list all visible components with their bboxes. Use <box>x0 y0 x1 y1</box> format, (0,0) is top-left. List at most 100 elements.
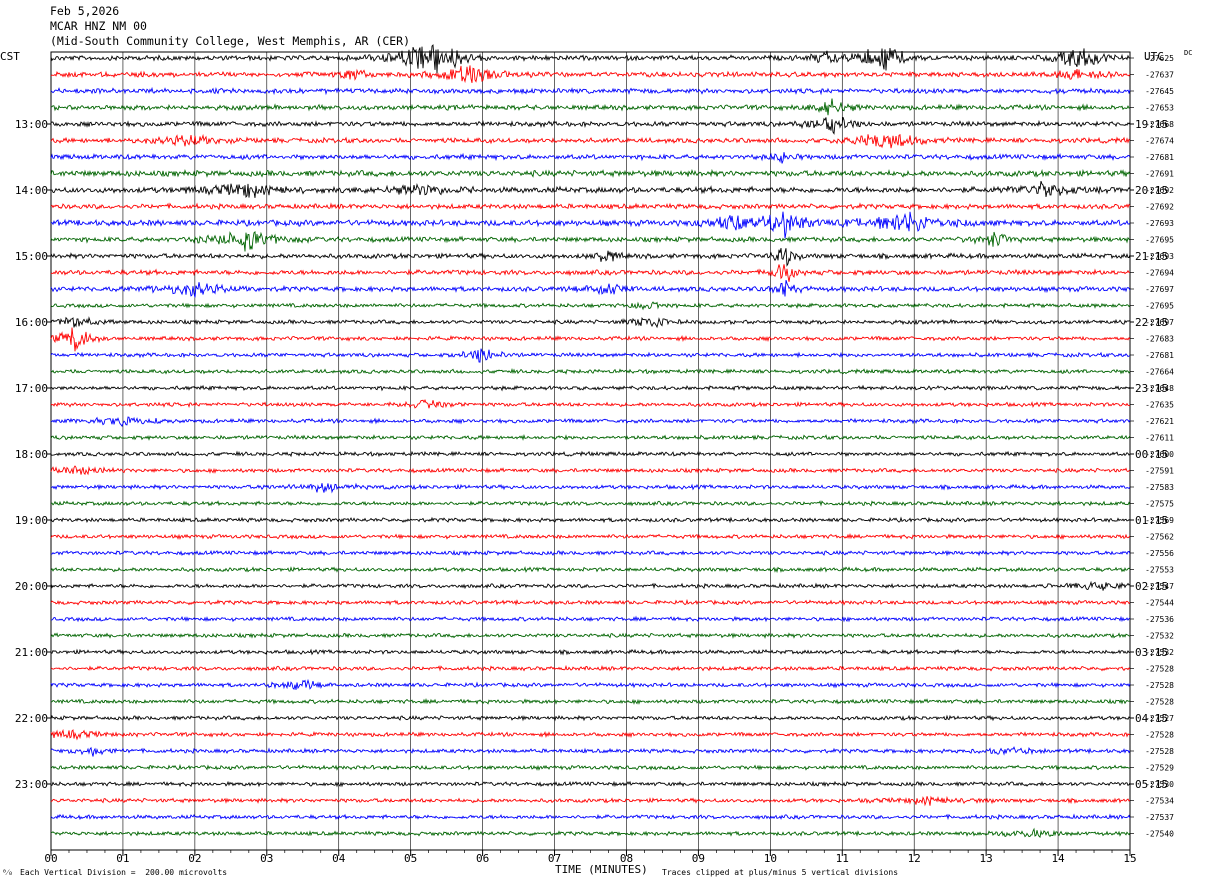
trace-line <box>51 549 1131 557</box>
x-tick-label: 13 <box>980 852 993 865</box>
right-hour-label: 03:15 <box>1135 646 1168 659</box>
trace-line <box>50 133 1131 149</box>
date-label: Feb 5,2026 <box>50 4 120 18</box>
trace-line <box>50 827 1131 838</box>
dc-offset-label: -27653 <box>1145 104 1174 113</box>
dc-offset-label: -27528 <box>1145 665 1174 674</box>
corner-mark: ⁰⁄₀ <box>2 868 13 877</box>
right-hour-label: 05:15 <box>1135 778 1168 791</box>
trace-line <box>50 566 1131 574</box>
trace-line <box>50 450 1131 458</box>
dc-offset-label: -27528 <box>1145 747 1174 756</box>
dc-offset-label: -27645 <box>1145 87 1174 96</box>
left-hour-label: 22:00 <box>15 712 48 725</box>
dc-offset-label: -27692 <box>1145 203 1174 212</box>
left-timezone-label: CST <box>0 50 20 63</box>
trace-line <box>50 44 1131 74</box>
right-hour-label: 22:15 <box>1135 316 1168 329</box>
x-tick-label: 03 <box>260 852 273 865</box>
trace-line <box>50 763 1131 771</box>
dc-label: DC <box>1184 49 1193 57</box>
trace-line <box>50 728 1131 741</box>
left-hour-label: 19:00 <box>15 514 48 527</box>
left-hour-label: 17:00 <box>15 382 48 395</box>
trace-line <box>50 368 1131 375</box>
trace-line <box>50 86 1131 96</box>
dc-offset-label: -27695 <box>1145 302 1174 311</box>
trace-line <box>50 384 1131 392</box>
dc-offset-label: -27681 <box>1145 351 1174 360</box>
station-label: MCAR HNZ NM 00 <box>50 19 147 33</box>
trace-line <box>50 714 1131 722</box>
dc-offset-label: -27534 <box>1145 797 1174 806</box>
dc-offset-label: -27621 <box>1145 417 1174 426</box>
trace-line <box>51 780 1131 788</box>
trace-line <box>50 678 1131 690</box>
dc-offset-label: -27695 <box>1145 236 1174 245</box>
dc-offset-label: -27536 <box>1145 615 1174 624</box>
trace-line <box>50 580 1131 591</box>
scale-note: Each Vertical Division = 200.00 microvol… <box>20 868 228 877</box>
dc-offset-label: -27635 <box>1145 401 1174 410</box>
trace-line <box>50 348 1131 363</box>
dc-offset-label: -27530 <box>1145 780 1174 789</box>
dc-offset-label: -27664 <box>1145 368 1174 377</box>
trace-line <box>50 499 1131 507</box>
x-tick-label: 01 <box>116 852 129 865</box>
dc-offset-label: -27527 <box>1145 714 1174 723</box>
dc-offset-label: -27569 <box>1145 516 1174 525</box>
dc-offset-label: -27674 <box>1145 137 1174 146</box>
x-tick-label: 09 <box>692 852 705 865</box>
location-label: (Mid-South Community College, West Memph… <box>50 34 411 48</box>
trace-line <box>50 202 1131 211</box>
trace-line <box>50 615 1131 623</box>
x-tick-label: 02 <box>188 852 201 865</box>
trace-line <box>50 231 1131 252</box>
dc-offset-label: -27693 <box>1145 219 1174 228</box>
dc-offset-label: -27611 <box>1145 434 1174 443</box>
dc-offset-label: -27600 <box>1145 450 1174 459</box>
trace-line <box>50 168 1131 178</box>
trace-line <box>50 746 1131 757</box>
dc-offset-label: -27553 <box>1145 566 1174 575</box>
dc-offset-label: -27691 <box>1145 170 1174 179</box>
right-hour-label: 04:15 <box>1135 712 1168 725</box>
trace-line <box>50 664 1131 672</box>
left-hour-label: 21:00 <box>15 646 48 659</box>
trace-line <box>50 416 1131 428</box>
dc-offset-label: -27528 <box>1145 731 1174 740</box>
trace-line <box>50 316 1131 329</box>
dc-offset-label: -27556 <box>1145 549 1174 558</box>
dc-offset-label: -27562 <box>1145 533 1174 542</box>
right-hour-label: 19:15 <box>1135 118 1168 131</box>
dc-offset-label: -27583 <box>1145 483 1174 492</box>
dc-offset-label: -27528 <box>1145 698 1174 707</box>
dc-offset-label: -27683 <box>1145 335 1174 344</box>
x-axis-title: TIME (MINUTES) <box>555 863 648 876</box>
trace-line <box>50 180 1131 198</box>
dc-offset-label: -27529 <box>1145 764 1174 773</box>
dc-offset-label: -27668 <box>1145 120 1174 129</box>
dc-offset-label: -27544 <box>1145 599 1174 608</box>
dc-offset-label: -27648 <box>1145 384 1174 393</box>
x-tick-label: 08 <box>620 852 633 865</box>
trace-line <box>50 98 1131 116</box>
trace-line <box>50 532 1131 540</box>
x-tick-label: 11 <box>836 852 849 865</box>
x-tick-label: 10 <box>764 852 777 865</box>
trace-line <box>50 813 1131 821</box>
dc-offset-label: -27693 <box>1145 252 1174 261</box>
x-tick-label: 04 <box>332 852 346 865</box>
trace-line <box>50 65 1131 84</box>
trace-line <box>50 465 1131 476</box>
right-hour-label: 21:15 <box>1135 250 1168 263</box>
trace-line <box>50 116 1131 135</box>
dc-offset-label: -27591 <box>1145 467 1174 476</box>
trace-line <box>50 795 1131 807</box>
right-hour-label: 23:15 <box>1135 382 1168 395</box>
trace-line <box>50 433 1131 441</box>
x-tick-label: 15 <box>1123 852 1136 865</box>
dc-offset-label: -27681 <box>1145 153 1174 162</box>
dc-offset-label: -27547 <box>1145 582 1174 591</box>
trace-line <box>50 279 1131 298</box>
